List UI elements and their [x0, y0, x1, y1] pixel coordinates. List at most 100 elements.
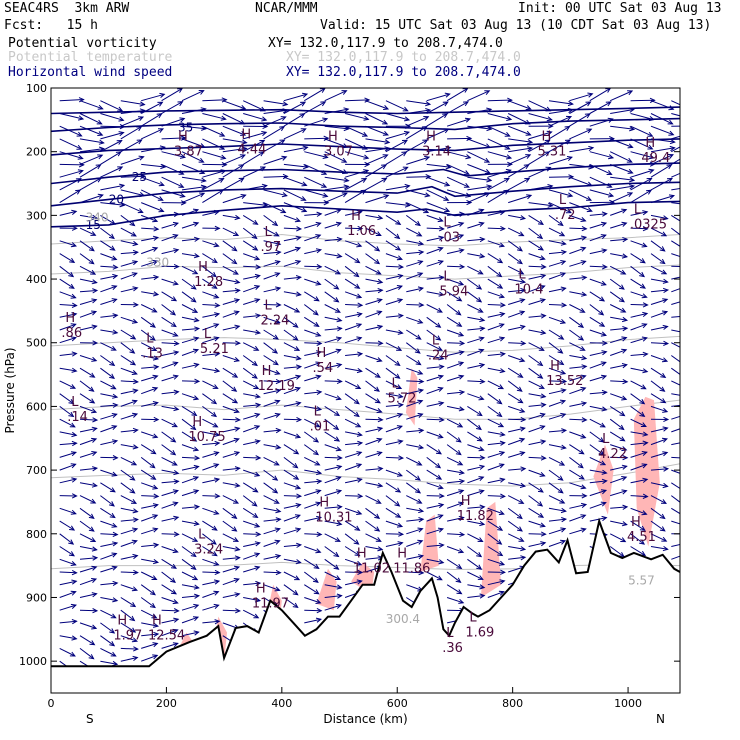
wind-arrow-head	[109, 512, 116, 519]
wind-arrow	[222, 427, 240, 433]
wind-arrow-head	[254, 393, 261, 399]
wind-arrow	[324, 316, 342, 322]
organization: NCAR/MMM	[255, 1, 318, 16]
wind-arrow-head	[687, 152, 692, 156]
wind-arrow-head	[112, 597, 119, 603]
wind-arrow	[548, 342, 563, 354]
wind-arrow-head	[190, 297, 197, 303]
field-xy-wind: XY= 132.0,117.9 to 208.7,474.0	[286, 65, 521, 80]
wind-arrow	[283, 276, 301, 280]
wind-arrow-head	[375, 231, 382, 236]
wind-arrow-head	[639, 258, 646, 264]
wind-arrow	[467, 327, 485, 331]
wind-arrow-head	[504, 144, 511, 150]
wind-arrow	[222, 227, 239, 236]
wind-arrow	[202, 463, 219, 471]
wind-arrow	[243, 566, 260, 573]
wind-speed-contour	[51, 200, 680, 228]
wind-arrow	[303, 571, 319, 583]
wind-arrow	[263, 272, 280, 280]
wind-arrow-head	[315, 331, 322, 337]
wind-arrow	[161, 137, 186, 140]
wind-arrow-head	[132, 517, 139, 523]
extremum-marker: H	[198, 260, 208, 275]
wind-arrow	[120, 584, 138, 591]
wind-arrow	[243, 202, 268, 206]
wind-arrow	[650, 147, 675, 153]
wind-arrow	[283, 418, 301, 421]
wind-arrow	[181, 253, 199, 257]
wind-arrow	[671, 482, 680, 490]
wind-arrow-head	[132, 527, 139, 533]
wind-arrow-head	[254, 285, 261, 290]
wind-arrow	[365, 164, 387, 178]
wind-arrow	[59, 635, 77, 640]
wind-arrow	[263, 329, 279, 340]
wind-arrow	[222, 557, 240, 560]
wind-arrow-head	[537, 360, 544, 367]
extremum-value: 11.02	[353, 562, 390, 577]
wind-arrow	[365, 393, 381, 404]
wind-arrow	[202, 520, 218, 531]
wind-arrow-head	[580, 246, 587, 252]
wind-arrow	[324, 163, 348, 174]
wind-arrow	[100, 553, 117, 560]
wind-arrow-head	[558, 334, 565, 340]
wind-arrow	[630, 291, 647, 298]
wind-arrow	[406, 495, 422, 504]
wind-arrow-head	[68, 411, 75, 418]
wind-arrow	[406, 304, 424, 306]
wind-arrow-head	[424, 155, 431, 161]
wind-arrow-head	[578, 449, 585, 455]
wind-arrow-head	[504, 131, 511, 137]
wind-arrow	[487, 431, 505, 436]
wind-arrow-head	[417, 369, 424, 375]
wind-arrow	[344, 253, 360, 264]
wind-arrow	[610, 253, 627, 258]
wind-arrow-head	[314, 460, 321, 466]
wind-arrow	[548, 156, 573, 165]
extremum-marker: H	[631, 515, 641, 530]
wind-arrow-head	[600, 331, 607, 337]
wind-arrow-head	[683, 274, 688, 278]
wind-arrow-head	[313, 321, 320, 328]
wind-arrow-head	[478, 336, 485, 342]
wind-arrow	[283, 236, 301, 242]
wind-arrow	[59, 210, 77, 216]
wind-arrow	[548, 139, 571, 153]
wind-arrow	[140, 113, 162, 127]
wind-arrow	[610, 209, 627, 216]
wind-arrow	[569, 482, 586, 489]
wind-arrow	[161, 502, 178, 509]
wind-arrow	[344, 546, 360, 556]
wind-arrow-head	[110, 651, 117, 657]
wind-arrow-head	[214, 367, 221, 373]
wind-arrow	[59, 125, 82, 137]
wind-arrow-head	[312, 310, 319, 316]
wind-arrow-head	[443, 128, 450, 134]
wind-arrow	[79, 194, 103, 204]
wind-arrow	[345, 431, 362, 436]
extremum-marker: H	[426, 130, 436, 145]
wind-arrow-head	[546, 116, 553, 122]
wind-arrow-head	[88, 258, 95, 265]
wind-arrow	[243, 533, 261, 535]
wind-arrow-head	[642, 351, 649, 357]
wind-arrow-head	[394, 501, 401, 507]
wind-arrow-head	[231, 386, 238, 392]
wind-arrow-head	[253, 384, 260, 390]
wind-arrow	[630, 211, 648, 216]
wind-arrow-head	[118, 116, 125, 122]
wind-arrow	[426, 147, 451, 153]
wind-arrow	[569, 402, 587, 407]
wind-arrow-head	[159, 92, 166, 98]
wind-arrow	[120, 597, 136, 607]
wind-arrow	[650, 342, 668, 345]
wind-arrow-head	[539, 412, 546, 418]
wind-arrow-head	[173, 350, 180, 356]
wind-arrow-head	[456, 563, 463, 570]
wind-arrow-head	[601, 406, 608, 412]
wind-arrow	[487, 533, 502, 545]
wind-arrow	[79, 566, 97, 573]
wind-arrow	[222, 482, 240, 487]
